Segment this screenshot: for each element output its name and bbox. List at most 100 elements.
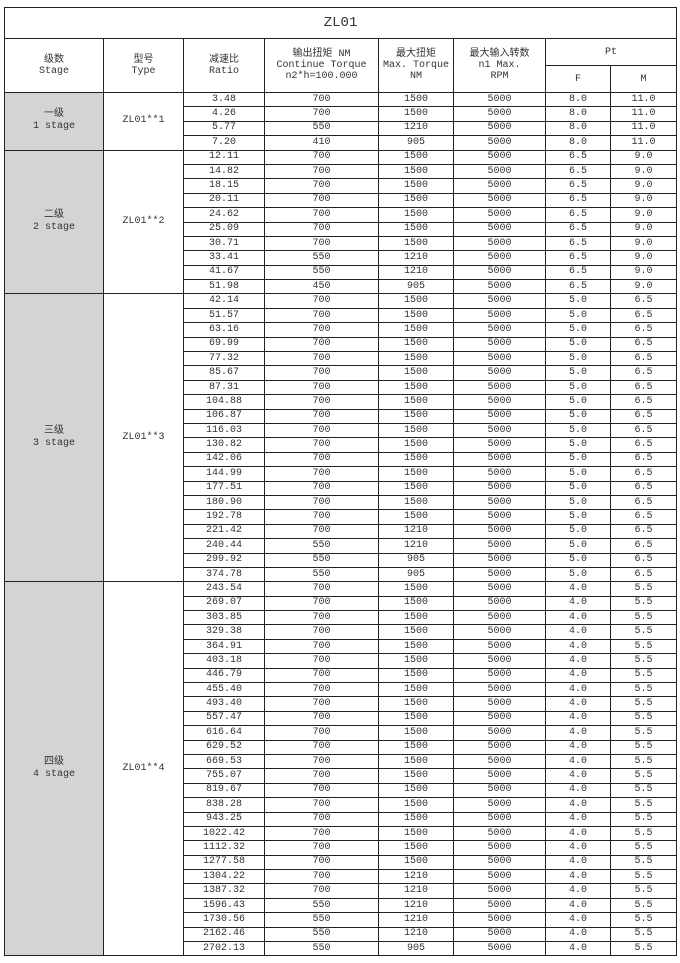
- ratio-cell: 33.41: [183, 250, 265, 266]
- pt-m-cell: 9.0: [609, 235, 678, 252]
- ratio-cell: 142.06: [183, 451, 265, 468]
- pt-m-cell: 5.5: [609, 897, 678, 914]
- max-speed-cell: 5000: [453, 696, 546, 712]
- pt-f-cell: 4.0: [545, 653, 611, 669]
- pt-f-cell: 4.0: [545, 581, 611, 597]
- pt-m-cell: 9.0: [609, 250, 678, 266]
- pt-m-cell: 5.5: [609, 653, 678, 669]
- max-speed-cell: 5000: [453, 941, 546, 957]
- continue-torque-cell: 700: [264, 422, 379, 439]
- continue-torque-cell: 550: [264, 912, 379, 928]
- pt-m-cell: 6.5: [609, 365, 678, 381]
- max-torque-cell: 905: [378, 135, 454, 151]
- pt-m-cell: 6.5: [609, 336, 678, 353]
- max-speed-cell: 5000: [453, 797, 546, 813]
- max-speed-cell: 5000: [453, 782, 546, 799]
- continue-torque-cell: 700: [264, 336, 379, 353]
- pt-m-cell: 9.0: [609, 264, 678, 281]
- header-ratio: 减速比 Ratio: [183, 38, 265, 93]
- ratio-cell: 403.18: [183, 653, 265, 669]
- max-torque-cell: 1500: [378, 322, 454, 338]
- continue-torque-cell: 700: [264, 753, 379, 770]
- max-torque-cell: 1500: [378, 753, 454, 770]
- ratio-cell: 1277.58: [183, 854, 265, 871]
- pt-m-cell: 6.5: [609, 538, 678, 554]
- pt-f-cell: 4.0: [545, 912, 611, 928]
- pt-f-cell: 4.0: [545, 710, 611, 727]
- max-torque-cell: 1500: [378, 739, 454, 755]
- max-speed-cell: 5000: [453, 638, 546, 655]
- pt-f-cell: 4.0: [545, 682, 611, 698]
- max-speed-cell: 5000: [453, 379, 546, 396]
- pt-f-cell: 6.5: [545, 279, 611, 295]
- ratio-cell: 269.07: [183, 595, 265, 612]
- stage-cell: 三级 3 stage: [4, 293, 104, 583]
- max-speed-cell: 5000: [453, 466, 546, 482]
- max-speed-cell: 5000: [453, 624, 546, 640]
- pt-f-cell: 4.0: [545, 941, 611, 957]
- ratio-cell: 374.78: [183, 566, 265, 583]
- pt-f-cell: 6.5: [545, 192, 611, 209]
- max-torque-cell: 1500: [378, 725, 454, 741]
- pt-f-cell: 8.0: [545, 135, 611, 151]
- max-torque-cell: 1500: [378, 207, 454, 223]
- max-torque-cell: 1210: [378, 250, 454, 266]
- max-torque-cell: 1500: [378, 235, 454, 252]
- table-row: 20.11 700 1500 5000 6.5 9.0: [5, 192, 678, 209]
- pt-m-cell: 9.0: [609, 207, 678, 223]
- pt-m-cell: 5.5: [609, 667, 678, 684]
- max-torque-cell: 1500: [378, 163, 454, 180]
- max-speed-cell: 5000: [453, 610, 546, 626]
- continue-torque-cell: 550: [264, 120, 379, 137]
- max-torque-cell: 1500: [378, 854, 454, 871]
- max-speed-cell: 5000: [453, 566, 546, 583]
- pt-f-cell: 4.0: [545, 624, 611, 640]
- continue-torque-cell: 700: [264, 106, 379, 122]
- pt-f-cell: 6.5: [545, 149, 611, 165]
- ratio-cell: 51.98: [183, 279, 265, 295]
- pt-f-cell: 5.0: [545, 351, 611, 367]
- pt-f-cell: 6.5: [545, 207, 611, 223]
- pt-m-cell: 6.5: [609, 552, 678, 568]
- pt-f-cell: 4.0: [545, 811, 611, 827]
- max-speed-cell: 5000: [453, 667, 546, 684]
- table-row: 838.28 700 1500 5000 4.0 5.5: [5, 797, 678, 813]
- max-speed-cell: 5000: [453, 523, 546, 540]
- ratio-cell: 63.16: [183, 322, 265, 338]
- max-torque-cell: 1500: [378, 509, 454, 525]
- ratio-cell: 455.40: [183, 682, 265, 698]
- continue-torque-cell: 700: [264, 149, 379, 165]
- max-torque-cell: 1500: [378, 466, 454, 482]
- continue-torque-cell: 700: [264, 811, 379, 827]
- ratio-cell: 240.44: [183, 538, 265, 554]
- pt-m-cell: 9.0: [609, 149, 678, 165]
- table-row: 104.88 700 1500 5000 5.0 6.5: [5, 394, 678, 410]
- pt-m-cell: 5.5: [609, 710, 678, 727]
- pt-m-cell: 6.5: [609, 351, 678, 367]
- max-torque-cell: 1500: [378, 451, 454, 468]
- pt-f-cell: 5.0: [545, 437, 611, 453]
- max-torque-cell: 1500: [378, 437, 454, 453]
- ratio-cell: 180.90: [183, 494, 265, 511]
- ratio-cell: 177.51: [183, 480, 265, 496]
- max-torque-cell: 1500: [378, 307, 454, 324]
- pt-f-cell: 5.0: [545, 307, 611, 324]
- pt-m-cell: 11.0: [609, 91, 678, 108]
- continue-torque-cell: 700: [264, 739, 379, 755]
- table-row: 180.90 700 1500 5000 5.0 6.5: [5, 494, 678, 511]
- ratio-cell: 943.25: [183, 811, 265, 827]
- continue-torque-cell: 550: [264, 941, 379, 957]
- pt-f-cell: 5.0: [545, 494, 611, 511]
- pt-f-cell: 5.0: [545, 322, 611, 338]
- stage-cell: 二级 2 stage: [4, 149, 104, 295]
- header-pt-m: M: [609, 65, 678, 93]
- ratio-cell: 819.67: [183, 782, 265, 799]
- pt-m-cell: 6.5: [609, 523, 678, 540]
- pt-f-cell: 5.0: [545, 451, 611, 468]
- continue-torque-cell: 700: [264, 523, 379, 540]
- table-row: 616.64 700 1500 5000 4.0 5.5: [5, 725, 678, 741]
- max-torque-cell: 905: [378, 941, 454, 957]
- continue-torque-cell: 700: [264, 192, 379, 209]
- max-speed-cell: 5000: [453, 365, 546, 381]
- type-cell: ZL01**2: [103, 149, 184, 295]
